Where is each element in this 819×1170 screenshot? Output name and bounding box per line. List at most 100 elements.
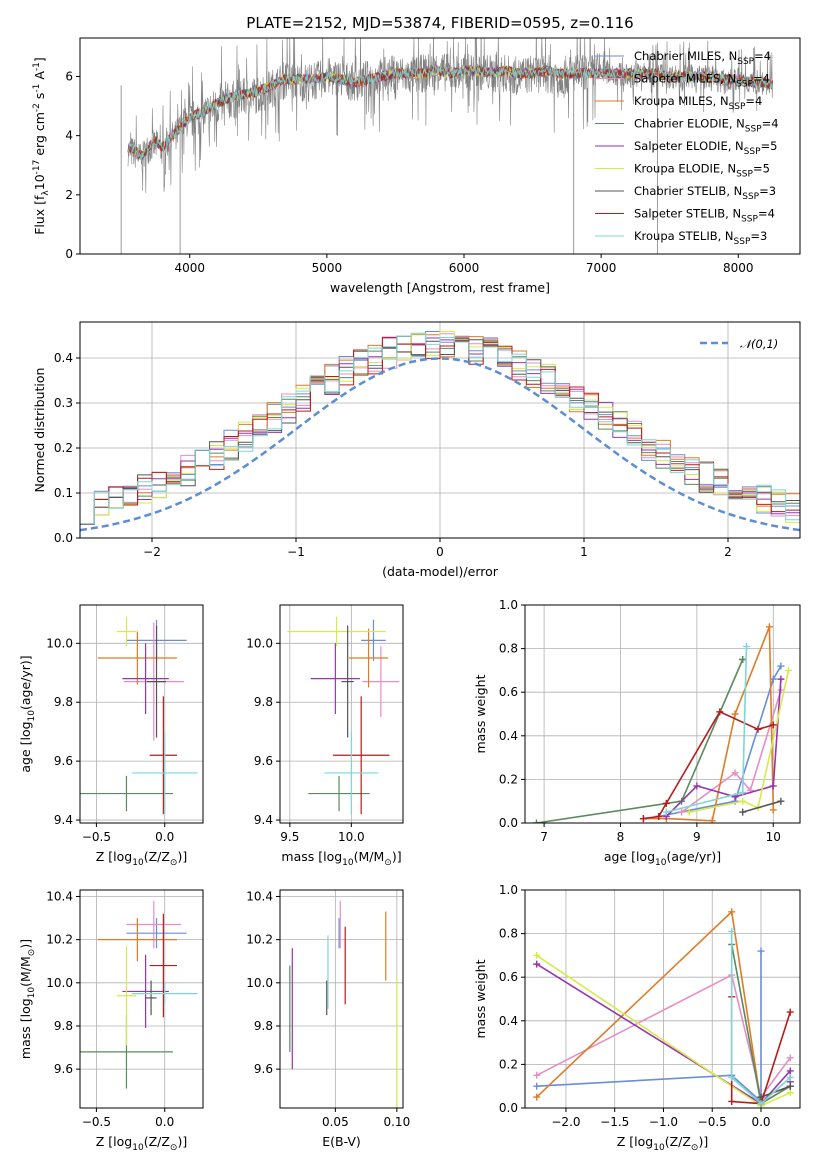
x-axis-label-part: (Z/Z [665, 1134, 691, 1149]
axes-frame [279, 889, 404, 1109]
weight-point-marker [533, 1082, 541, 1090]
weight-point-marker [777, 797, 785, 805]
x-tick-label: 2 [724, 545, 732, 559]
weight-point-marker [757, 947, 765, 955]
y-tick-label: 10.0 [246, 636, 273, 650]
legend-label-script: SSP [737, 57, 754, 67]
y-tick-label: 9.4 [54, 813, 73, 827]
weight-point-marker [785, 666, 793, 674]
weight-point-marker [765, 623, 773, 631]
legend-label-script: SSP [741, 215, 758, 225]
weight-point-marker [754, 725, 762, 733]
chart-age_vs_z: −0.5 0.0 9.4 9.6 9.8 10.0 Z [log10​(Z/Z⊙​)] age… [18, 604, 204, 868]
weight-point-marker [739, 656, 747, 663]
weight-point-marker [777, 675, 785, 683]
y-axis-label-part: )] [18, 939, 33, 949]
weight-point-marker [739, 808, 747, 816]
weight-point-marker [786, 1008, 794, 1016]
y-tick-label: 9.8 [54, 695, 73, 709]
legend-label-part: =3 [759, 184, 776, 198]
figure-title: PLATE=2152, MJD=53874, FIBERID=0595, z=0… [246, 14, 633, 32]
weight-point-marker [716, 708, 724, 716]
weight-point-marker [532, 819, 540, 823]
legend-label-part: =4 [753, 72, 770, 86]
y-tick-label: 0.3 [54, 396, 73, 410]
y-tick-label: 0.2 [499, 1057, 518, 1071]
y-axis-label-part: Flux [f [32, 195, 47, 235]
axes-frame [79, 604, 204, 824]
weight-point-marker [533, 1071, 541, 1079]
x-tick-label: 0.05 [322, 1115, 349, 1129]
spectrum-model-line [127, 65, 773, 161]
plot-area [525, 605, 800, 823]
y-tick-label: 10.0 [246, 976, 273, 990]
y-tick-label: 4 [65, 129, 73, 143]
legend-label-part: =5 [761, 139, 778, 153]
histogram-step-line [80, 337, 800, 525]
legend-label: 𝒩(0,1) [740, 337, 778, 351]
y-axis-label-part: mass weight [473, 674, 488, 753]
y-tick-label: 0.0 [499, 816, 518, 830]
legend-label-part: Chabrier MILES, N [634, 49, 737, 63]
x-tick-label: −1.5 [600, 1115, 629, 1129]
axes-frame [524, 604, 801, 824]
legend-label-script: SSP [742, 192, 759, 202]
x-axis-label: age [log10​(age/yr)] [604, 849, 721, 868]
weight-point-marker [739, 797, 747, 805]
x-axis-label: Z [log10​(Z/Z⊙​)] [96, 849, 187, 868]
y-axis-label-part: ] [32, 57, 47, 62]
weight-series-line [536, 659, 744, 823]
x-axis-label-part: )] [698, 1134, 708, 1149]
x-axis-label-part: )] [392, 849, 402, 864]
y-tick-label: 9.8 [254, 695, 273, 709]
y-tick-label: 0.4 [499, 1014, 518, 1028]
legend-label-part: =3 [750, 229, 767, 243]
legend-label-math: 𝒩(0,1) [740, 337, 778, 351]
y-tick-label: 0 [65, 247, 73, 261]
weight-point-marker [533, 960, 541, 968]
legend-label: Kroupa STELIB, NSSP​=3 [634, 229, 767, 247]
x-tick-label: 8000 [723, 261, 754, 275]
chart-mass_vs_ebv: 0.05 0.10 9.6 9.8 10.0 10.2 10.4 E(B-V) [246, 889, 410, 1149]
weight-point-marker [777, 662, 785, 670]
weight-point-marker [662, 799, 670, 807]
x-tick-label: 0 [436, 545, 444, 559]
weight-point-marker [786, 1089, 794, 1097]
y-axis-label-part: age [log [18, 721, 33, 772]
weight-series-line [536, 951, 762, 1104]
x-tick-label: 1 [580, 545, 588, 559]
y-tick-label: 0.6 [499, 970, 518, 984]
y-tick-label: 1.0 [499, 883, 518, 897]
y-tick-label: 10.4 [46, 889, 73, 903]
chart-age_vs_mass: 9.5 10.0 9.4 9.6 9.8 10.0 mass [log10​(M/M⊙​)] [246, 604, 404, 868]
x-tick-label: 0.0 [155, 1115, 174, 1129]
x-tick-label: −0.5 [698, 1115, 727, 1129]
x-axis-label-script: ⊙ [170, 1143, 178, 1153]
x-tick-label: −2.0 [551, 1115, 580, 1129]
legend-label-script: SSP [745, 125, 762, 135]
plot-area [280, 605, 403, 823]
y-tick-label: 10.2 [246, 933, 273, 947]
legend-label: Salpeter MILES, NSSP​=4 [634, 72, 770, 90]
weight-point-marker [728, 1097, 736, 1105]
weight-series-line [760, 1085, 791, 1098]
x-tick-label: 0.10 [383, 1115, 410, 1129]
legend-label-part: =4 [758, 207, 775, 221]
weight-point-marker [769, 806, 777, 814]
chart-spectrum: Chabrier MILES, NSSP​=4 Salpeter MILES, N… [32, 37, 801, 295]
x-tick-label: 10.0 [338, 830, 365, 844]
weight-series-line [730, 931, 791, 1105]
legend-label-script: SSP [736, 80, 753, 90]
weight-point-marker [769, 782, 777, 790]
y-axis-label: Flux [fλ​10-17​ erg cm-2​ s-1​ A-1​] [32, 57, 51, 235]
y-tick-label: 9.8 [54, 1019, 73, 1033]
x-axis-label-part: wavelength [Angstrom, rest frame] [330, 280, 550, 295]
plot-area [80, 890, 203, 1108]
weight-point-marker [728, 1073, 736, 1081]
y-tick-label: 9.6 [254, 754, 273, 768]
y-tick-label: 0.0 [499, 1101, 518, 1115]
x-tick-label: 4000 [174, 261, 205, 275]
weight-point-marker [685, 808, 693, 816]
weight-point-marker [786, 1054, 794, 1062]
weight-point-marker [655, 812, 663, 820]
